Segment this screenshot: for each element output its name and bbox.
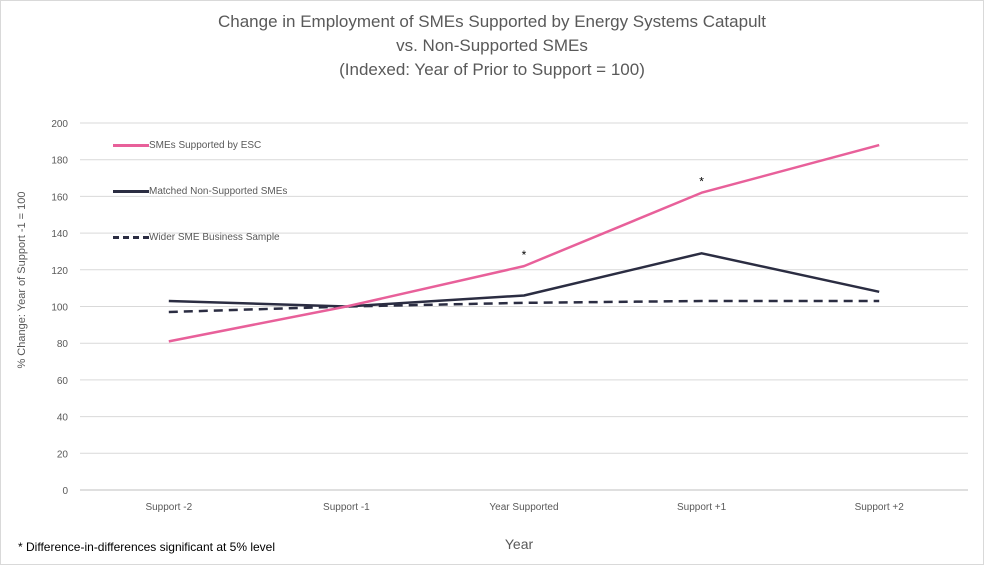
series-line-2 <box>168 299 880 314</box>
legend-item-supported: SMEs Supported by ESC <box>113 138 261 152</box>
legend-item-matched: Matched Non-Supported SMEs <box>113 184 287 198</box>
chart-title-line-1: Change in Employment of SMEs Supported b… <box>217 12 767 31</box>
legend-label-matched: Matched Non-Supported SMEs <box>149 185 288 197</box>
y-tick-label-100: 100 <box>51 303 68 314</box>
x-axis-label: Year <box>504 536 534 552</box>
annotation-0: * <box>522 248 527 262</box>
legend-label-wider: Wider SME Business Sample <box>149 231 280 243</box>
chart-title-line-2: vs. Non-Supported SMEs <box>396 36 588 55</box>
legend-item-wider: Wider SME Business Sample <box>113 230 280 244</box>
x-tick-label-0: Support -2 <box>145 502 192 513</box>
annotation-1: * <box>699 175 704 189</box>
legend-label-supported: SMEs Supported by ESC <box>149 139 262 151</box>
y-tick-label-20: 20 <box>57 449 69 460</box>
y-tick-label-140: 140 <box>51 229 68 240</box>
legend-swatch-matched <box>113 189 149 193</box>
x-tick-label-1: Support -1 <box>323 502 370 513</box>
y-tick-label-160: 160 <box>51 192 68 203</box>
y-tick-label-0: 0 <box>62 486 68 497</box>
chart-title-line-3: (Indexed: Year of Prior to Support = 100… <box>339 60 645 79</box>
y-tick-label-200: 200 <box>51 119 68 130</box>
x-tick-label-3: Support +1 <box>677 502 727 513</box>
legend-swatch-supported <box>113 143 149 147</box>
chart-title: Change in Employment of SMEs Supported b… <box>0 10 984 82</box>
x-tick-label-2: Year Supported <box>489 502 558 513</box>
y-tick-label-40: 40 <box>57 413 69 424</box>
y-tick-label-180: 180 <box>51 156 68 167</box>
series-line-1 <box>168 252 880 308</box>
x-tick-label-4: Support +2 <box>855 502 905 513</box>
footnote: * Difference-in-differences significant … <box>18 540 276 554</box>
y-tick-label-120: 120 <box>51 266 68 277</box>
series-line-0 <box>168 143 880 343</box>
legend-swatch-wider <box>113 235 149 239</box>
y-tick-label-80: 80 <box>57 339 69 350</box>
y-tick-label-60: 60 <box>57 376 69 387</box>
